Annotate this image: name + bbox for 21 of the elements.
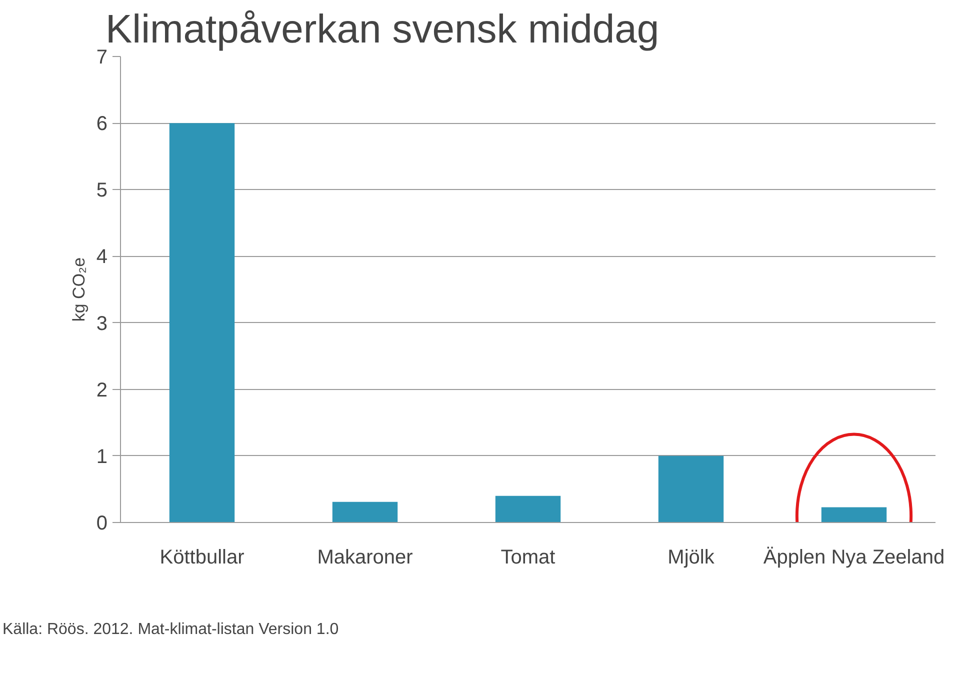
- x-tick-label: Köttbullar: [160, 546, 245, 568]
- text: Källa: Röös. 2012. Mat-klimat-listan Version 1.0: [2, 621, 339, 638]
- bar: [495, 496, 561, 522]
- x-tick-label: Makaroner: [317, 546, 414, 568]
- chart-title: Klimatpåverkan svensk middag: [106, 8, 660, 52]
- y-tick-label: 2: [96, 379, 108, 402]
- x-tick-label: Äpplen Nya Zeeland: [763, 546, 945, 568]
- y-axis-title: kg CO₂e: [69, 257, 88, 322]
- x-tick-label: Mjölk: [668, 546, 716, 568]
- y-tick-label: 1: [96, 446, 108, 468]
- y-tick-label: 5: [96, 180, 108, 202]
- y-tick-label: 0: [96, 512, 108, 534]
- bar: [658, 456, 724, 522]
- bar: [332, 502, 398, 522]
- y-tick-label: 7: [96, 46, 108, 68]
- y-tick-label: 3: [96, 312, 108, 335]
- x-tick-label: Tomat: [500, 546, 556, 568]
- bar: [169, 123, 235, 522]
- y-tick-label: 6: [96, 113, 108, 136]
- y-tick-label: 4: [96, 246, 108, 268]
- bar: [821, 507, 887, 522]
